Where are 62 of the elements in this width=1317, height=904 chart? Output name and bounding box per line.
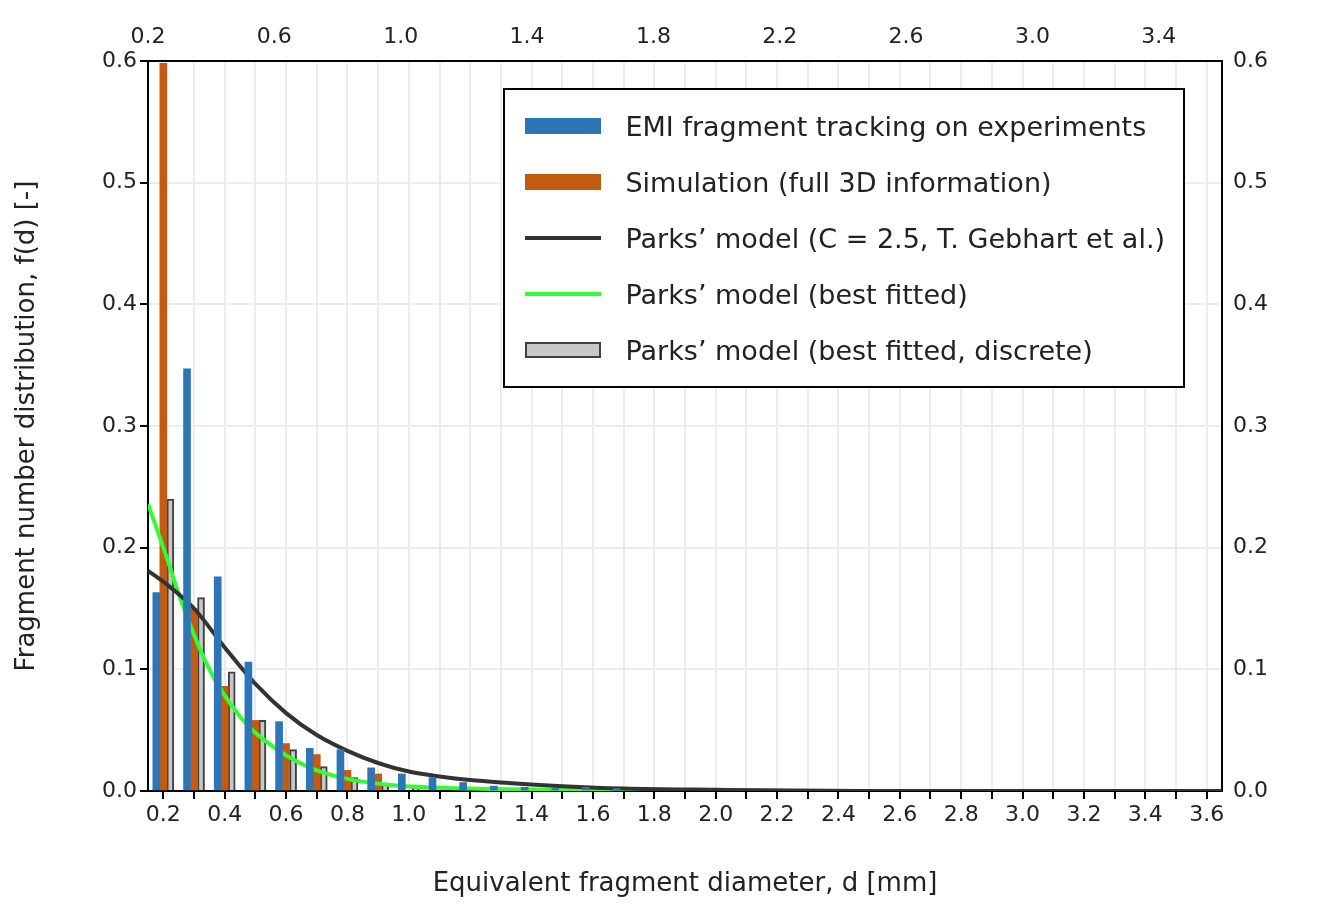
x-tick-label: 0.6 [268,800,304,826]
y-tick-label: 0.6 [102,46,137,72]
bar [367,767,375,791]
x-tick-label: 1.8 [636,800,672,826]
x-tick-label: 2.4 [820,800,856,826]
x-tick-label: 2.8 [943,800,979,826]
bar [490,785,498,791]
x2-tick-label: 1.4 [509,22,545,48]
x2-tick-label: 1.8 [635,22,671,48]
legend-label: Parks’ model (C = 2.5, T. Gebhart et al.) [625,222,1165,254]
x-tick-label: 2.2 [759,800,795,826]
y2-tick-label: 0.4 [1233,290,1268,316]
x-tick-label: 3.0 [1005,800,1041,826]
x-tick-label: 1.6 [575,800,611,826]
x-tick-label: 0.2 [145,800,181,826]
y2-tick-label: 0.2 [1233,533,1268,559]
x-tick-label: 0.8 [329,800,365,826]
y-tick-label: 0.0 [102,776,137,802]
y-tick-label: 0.5 [102,168,137,194]
y-tick-label: 0.3 [102,411,137,437]
legend-label: Parks’ model (best fitted, discrete) [625,334,1093,366]
y2-tick-label: 0.6 [1233,46,1268,72]
x-tick-label: 0.4 [207,800,243,826]
y2-tick-label: 0.3 [1233,411,1268,437]
legend-label: Simulation (full 3D information) [625,166,1052,198]
x2-tick-label: 0.2 [130,22,166,48]
bar [459,782,468,791]
bar [152,592,161,791]
x2-tick-label: 2.6 [888,22,924,48]
bar [213,576,222,791]
bar [551,788,560,791]
x-tick-label: 3.2 [1066,800,1102,826]
y-tick-label: 0.2 [102,533,137,559]
x-tick-label: 3.6 [1189,800,1225,826]
x2-tick-label: 3.0 [1014,22,1050,48]
bar [275,721,283,791]
x2-tick-label: 1.0 [383,22,419,48]
y2-tick-label: 0.0 [1233,776,1268,802]
x2-tick-label: 3.4 [1141,22,1177,48]
bar [244,661,253,791]
x-tick-label: 3.4 [1127,800,1163,826]
bar [336,749,345,791]
bar [183,368,191,791]
x2-tick-label: 2.2 [762,22,798,48]
x-tick-label: 2.0 [698,800,734,826]
bar [428,777,437,791]
legend-label: Parks’ model (best fitted) [625,278,968,310]
x-tick-label: 2.6 [882,800,918,826]
y2-tick-label: 0.5 [1233,168,1268,194]
x2-tick-label: 0.6 [256,22,292,48]
x-tick-label: 1.4 [514,800,550,826]
bar [398,773,406,791]
bar [305,748,314,791]
y-tick-label: 0.1 [102,655,137,681]
legend-label: EMI fragment tracking on experiments [625,110,1147,142]
y-tick-label: 0.4 [102,290,137,316]
y-axis-title: Fragment number distribution, f(d) [-] [10,180,41,672]
x-tick-label: 1.0 [391,800,427,826]
x-tick-label: 1.2 [452,800,488,826]
x-axis-title: Equivalent fragment diameter, d [mm] [432,867,938,898]
y2-tick-label: 0.1 [1233,655,1268,681]
bar [582,787,590,791]
